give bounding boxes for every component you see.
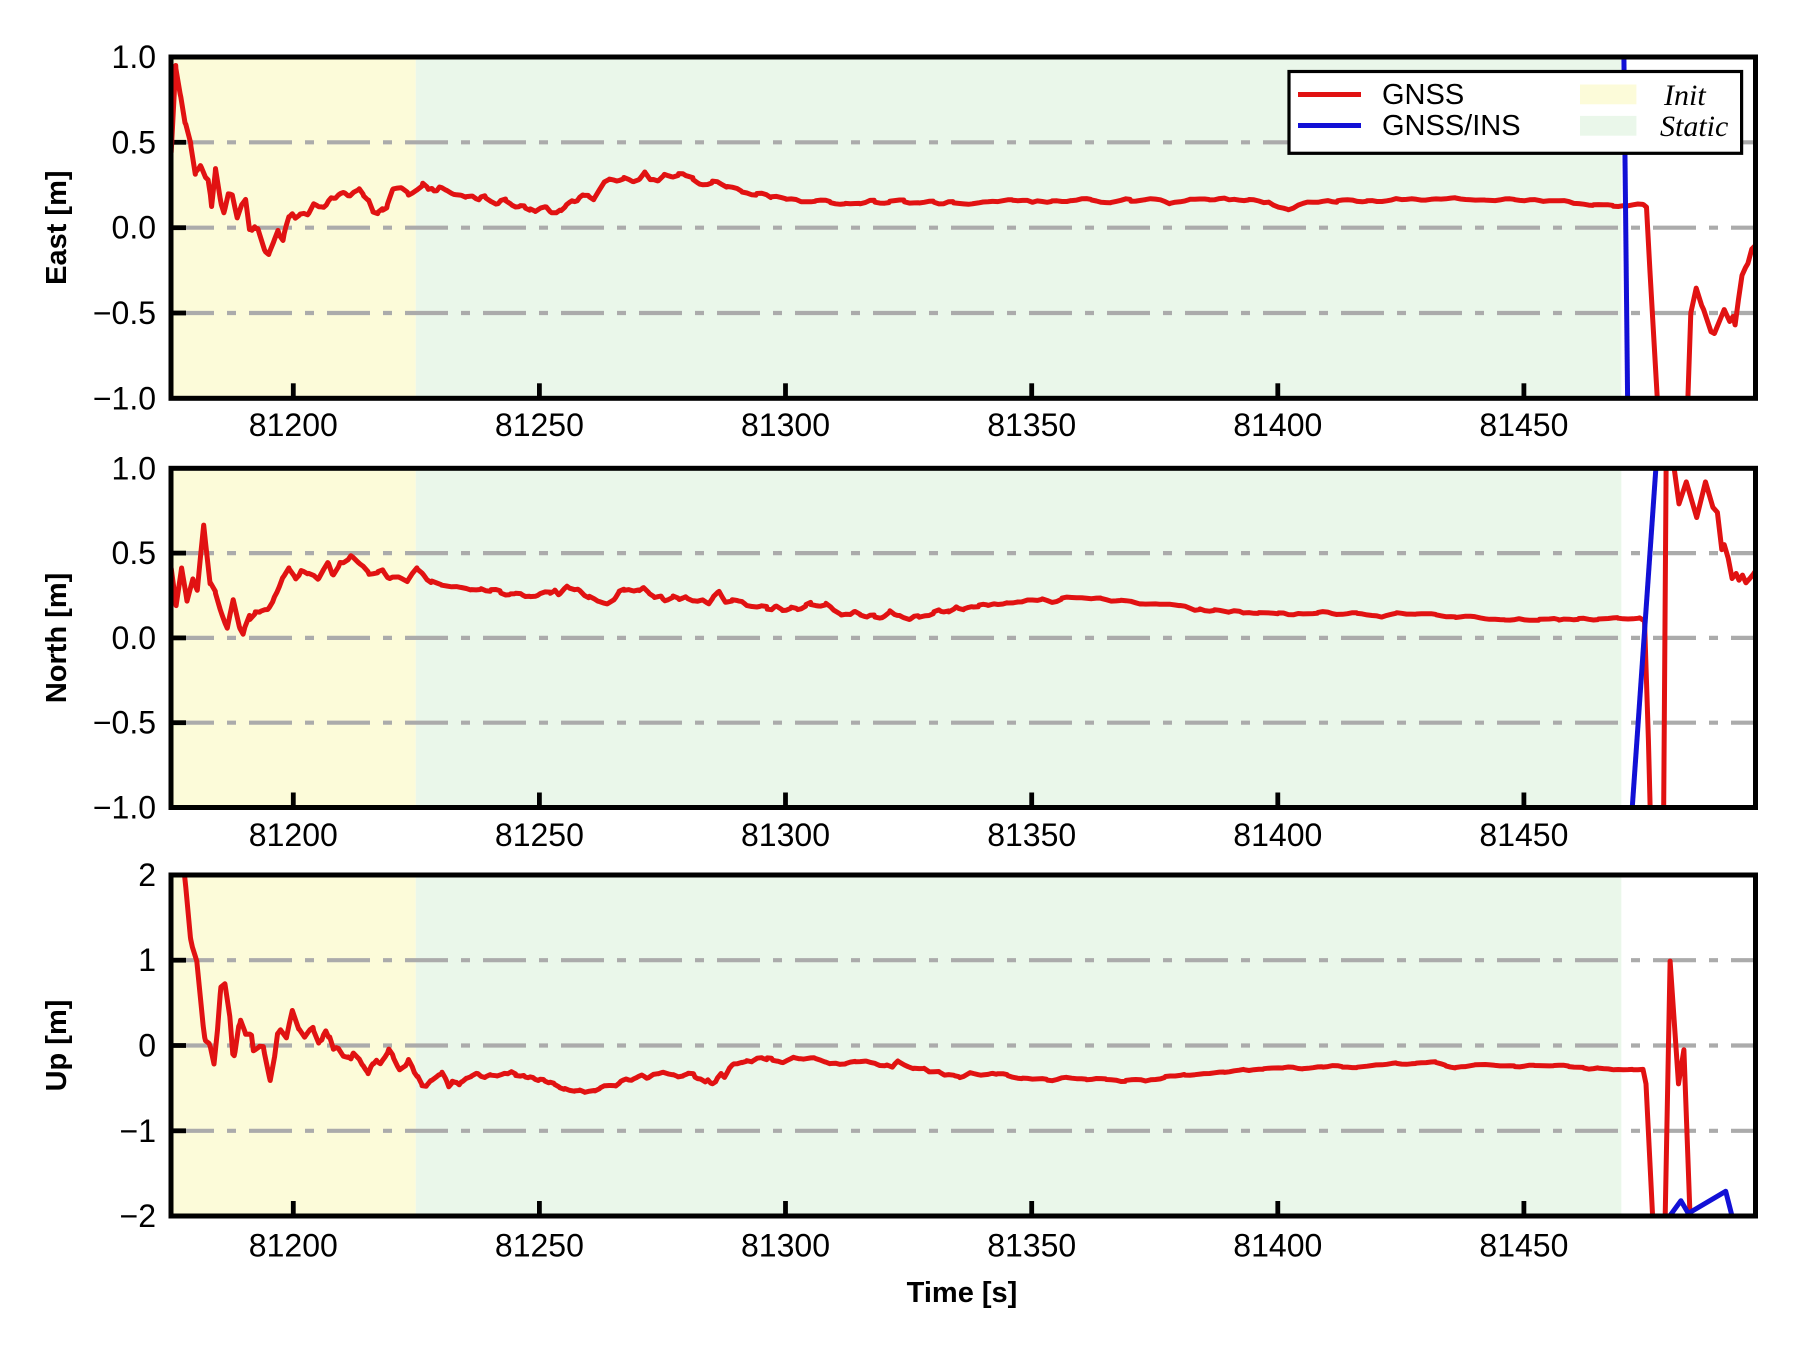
svg-text:81450: 81450 [1479, 407, 1568, 443]
svg-text:0.5: 0.5 [112, 535, 156, 571]
svg-text:81400: 81400 [1233, 1228, 1322, 1264]
svg-text:1: 1 [138, 942, 156, 978]
svg-text:Up [m]: Up [m] [41, 1000, 73, 1092]
svg-text:81350: 81350 [987, 407, 1076, 443]
svg-text:81300: 81300 [741, 1228, 830, 1264]
svg-text:0.0: 0.0 [112, 620, 156, 656]
svg-text:Init: Init [1663, 79, 1706, 112]
svg-text:81250: 81250 [495, 407, 584, 443]
svg-text:1.0: 1.0 [112, 450, 156, 486]
svg-text:0.5: 0.5 [112, 124, 156, 160]
svg-text:81200: 81200 [249, 1228, 338, 1264]
svg-text:Time [s]: Time [s] [907, 1277, 1018, 1309]
svg-text:81400: 81400 [1233, 817, 1322, 853]
svg-text:81250: 81250 [495, 817, 584, 853]
svg-text:0: 0 [138, 1028, 156, 1064]
svg-text:0.0: 0.0 [112, 210, 156, 246]
svg-text:81350: 81350 [987, 817, 1076, 853]
svg-text:GNSS/INS: GNSS/INS [1382, 110, 1521, 142]
svg-text:−0.5: −0.5 [93, 295, 156, 331]
svg-text:81450: 81450 [1479, 817, 1568, 853]
svg-text:81200: 81200 [249, 407, 338, 443]
svg-text:−2: −2 [120, 1198, 156, 1234]
svg-text:81400: 81400 [1233, 407, 1322, 443]
svg-text:−0.5: −0.5 [93, 705, 156, 741]
svg-text:81300: 81300 [741, 407, 830, 443]
svg-text:Static: Static [1660, 110, 1728, 143]
svg-text:2: 2 [138, 857, 156, 893]
svg-text:GNSS: GNSS [1382, 79, 1464, 111]
svg-text:81450: 81450 [1479, 1228, 1568, 1264]
svg-text:81250: 81250 [495, 1228, 584, 1264]
svg-text:North [m]: North [m] [41, 573, 73, 703]
svg-text:1.0: 1.0 [112, 39, 156, 75]
svg-text:−1.0: −1.0 [93, 790, 156, 826]
svg-text:81350: 81350 [987, 1228, 1076, 1264]
svg-text:81300: 81300 [741, 817, 830, 853]
svg-text:81200: 81200 [249, 817, 338, 853]
svg-text:−1: −1 [120, 1113, 156, 1149]
svg-text:East [m]: East [m] [41, 170, 73, 284]
svg-text:−1.0: −1.0 [93, 380, 156, 416]
